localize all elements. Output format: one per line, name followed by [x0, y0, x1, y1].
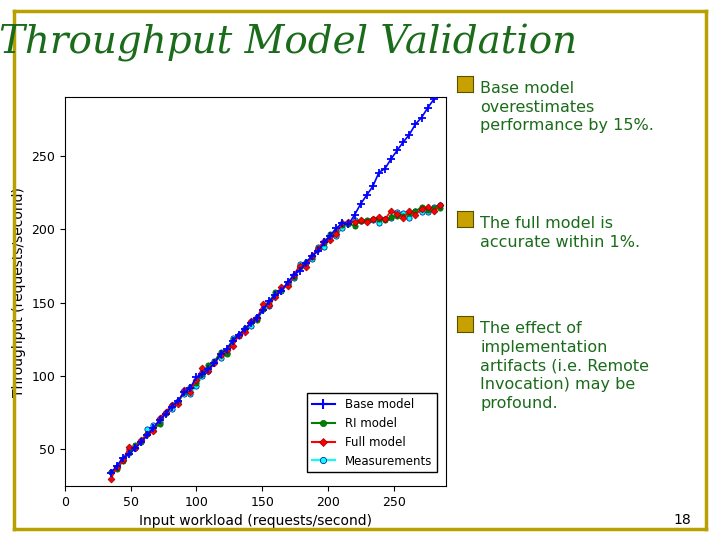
Y-axis label: Throughput (requests/second): Throughput (requests/second) [12, 187, 26, 396]
Text: Base model
overestimates
performance by 15%.: Base model overestimates performance by … [480, 81, 654, 133]
Text: Throughput Model Validation: Throughput Model Validation [0, 24, 577, 62]
Text: 18: 18 [673, 512, 691, 526]
Legend: Base model, RI model, Full model, Measurements: Base model, RI model, Full model, Measur… [307, 393, 437, 472]
Text: The full model is
accurate within 1%.: The full model is accurate within 1%. [480, 216, 640, 249]
Text: The effect of
implementation
artifacts (i.e. Remote
Invocation) may be
profound.: The effect of implementation artifacts (… [480, 321, 649, 411]
X-axis label: Input workload (requests/second): Input workload (requests/second) [139, 514, 372, 528]
